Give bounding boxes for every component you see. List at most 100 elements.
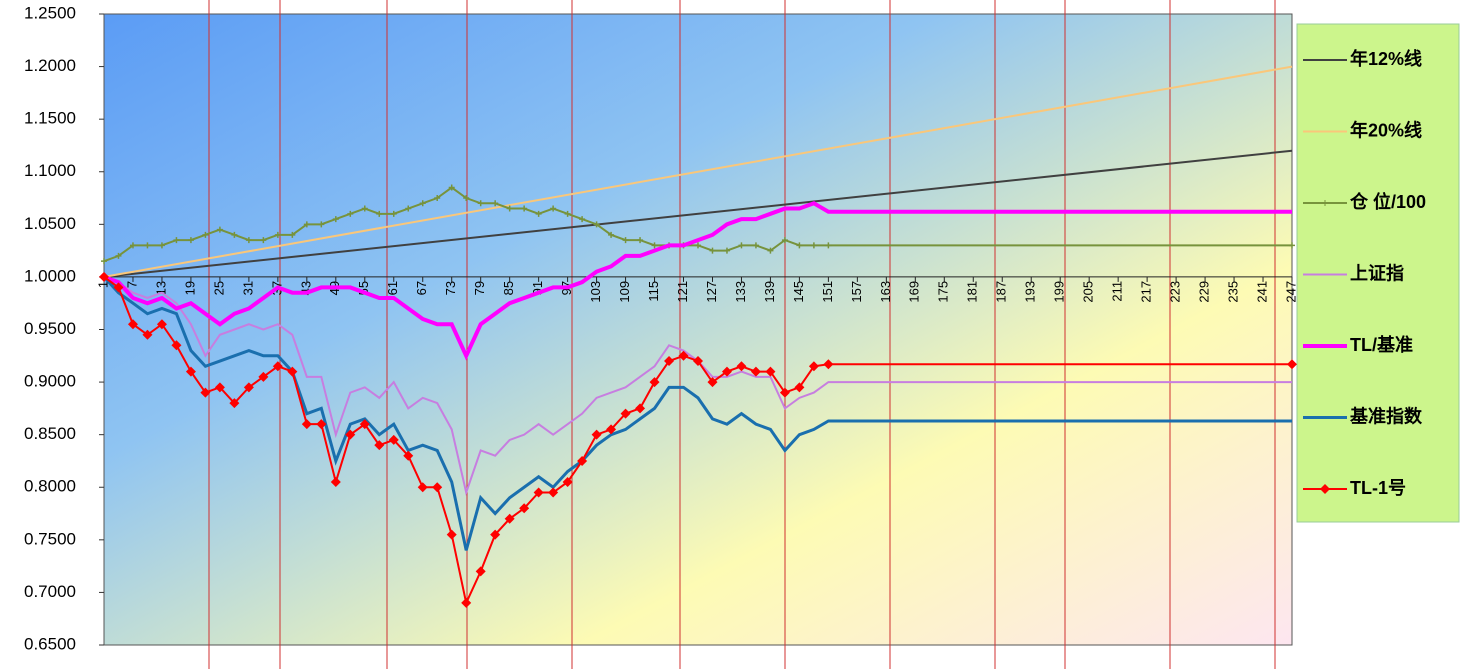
marker <box>260 237 267 244</box>
series-line <box>102 275 1292 551</box>
marker <box>376 210 383 217</box>
marker <box>564 210 571 217</box>
marker <box>171 340 182 351</box>
marker <box>316 419 327 430</box>
marker <box>620 408 631 419</box>
marker <box>289 231 296 238</box>
legend-box <box>1296 23 1460 523</box>
x-tick-label: 181 <box>965 281 980 303</box>
marker <box>664 356 675 367</box>
marker <box>477 200 484 207</box>
marker <box>608 231 615 238</box>
marker <box>606 424 617 435</box>
marker <box>388 434 399 445</box>
marker <box>765 366 776 377</box>
x-tick-label: 193 <box>1023 281 1038 303</box>
marker <box>738 242 745 249</box>
y-tick-label: 0.8000 <box>24 477 76 496</box>
plot-area <box>103 13 1293 646</box>
marker <box>142 329 153 340</box>
legend-label: 年20%线 <box>1350 119 1422 140</box>
marker <box>359 419 370 430</box>
y-tick-label: 0.9500 <box>24 319 76 338</box>
y-tick-label: 1.2500 <box>24 3 76 22</box>
marker <box>361 205 368 212</box>
marker <box>173 237 180 244</box>
marker <box>144 242 151 249</box>
marker <box>158 242 165 249</box>
x-tick-label: 109 <box>617 281 632 303</box>
y-tick-label: 1.0000 <box>24 266 76 285</box>
x-tick-label: 1 <box>95 281 110 288</box>
marker <box>446 529 457 540</box>
marker <box>243 382 254 393</box>
marker <box>651 242 658 249</box>
marker <box>390 210 397 217</box>
y-tick-label: 1.1500 <box>24 109 76 128</box>
marker <box>216 226 223 233</box>
marker <box>492 200 499 207</box>
marker <box>504 513 515 524</box>
marker <box>752 242 759 249</box>
y-tick-label: 0.8500 <box>24 424 76 443</box>
marker <box>750 366 761 377</box>
legend-label: 基准指数 <box>1349 405 1423 426</box>
marker <box>796 242 803 249</box>
marker <box>113 282 124 293</box>
y-tick-label: 1.0500 <box>24 214 76 233</box>
marker <box>490 529 501 540</box>
x-tick-label: 151 <box>820 281 835 303</box>
marker <box>637 237 644 244</box>
x-tick-label: 73 <box>443 281 458 295</box>
marker <box>825 242 832 249</box>
marker <box>519 503 530 514</box>
marker <box>635 403 646 414</box>
marker <box>274 231 281 238</box>
marker <box>577 455 588 466</box>
marker <box>579 216 586 223</box>
marker <box>214 382 225 393</box>
marker <box>723 247 730 254</box>
marker <box>272 361 283 372</box>
x-tick-label: 199 <box>1052 281 1067 303</box>
x-tick-label: 217 <box>1139 281 1154 303</box>
y-tick-label: 1.2000 <box>24 56 76 75</box>
y-tick-label: 0.9000 <box>24 372 76 391</box>
x-tick-label: 139 <box>762 281 777 303</box>
marker <box>533 487 544 498</box>
marker <box>1289 242 1295 249</box>
marker <box>405 205 412 212</box>
x-tick-label: 127 <box>704 281 719 303</box>
marker <box>550 205 557 212</box>
marker <box>301 419 312 430</box>
marker <box>287 366 298 377</box>
x-tick-label: 247 <box>1283 281 1298 303</box>
marker <box>347 210 354 217</box>
legend-label: 上证指 <box>1350 262 1404 283</box>
marker <box>593 221 600 228</box>
x-tick-label: 229 <box>1197 281 1212 303</box>
marker <box>1287 359 1297 370</box>
marker <box>548 487 559 498</box>
x-tick-label: 163 <box>878 281 893 303</box>
series-line <box>103 65 1293 278</box>
marker <box>535 210 542 217</box>
x-tick-label: 145 <box>791 281 806 303</box>
x-tick-label: 241 <box>1254 281 1269 303</box>
marker <box>258 371 269 382</box>
x-tick-label: 7 <box>124 281 139 288</box>
marker <box>303 221 310 228</box>
marker <box>345 429 356 440</box>
marker <box>332 216 339 223</box>
x-tick-label: 103 <box>588 281 603 303</box>
marker <box>434 195 441 202</box>
marker <box>707 377 718 388</box>
x-tick-label: 67 <box>414 281 429 295</box>
x-tick-label: 235 <box>1225 281 1240 303</box>
marker <box>156 319 167 330</box>
legend-marker <box>1320 484 1330 494</box>
period-lines <box>208 0 1276 669</box>
marker <box>432 482 443 493</box>
